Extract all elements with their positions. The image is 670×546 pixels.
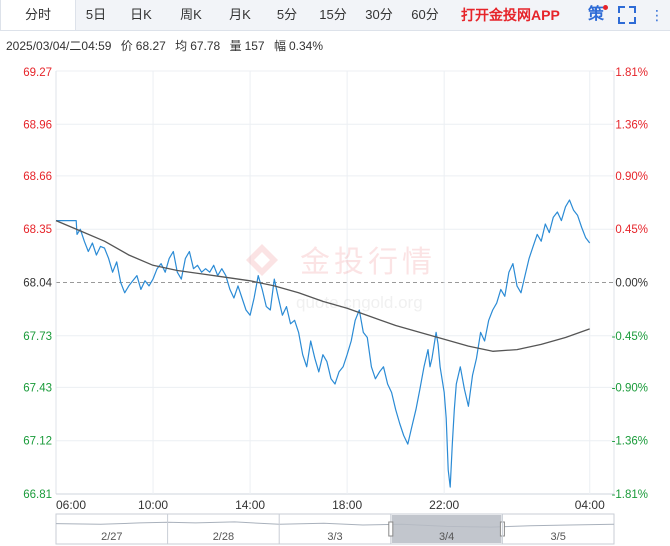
x-tick-label: 04:00 — [575, 498, 605, 512]
x-tick-label: 14:00 — [235, 498, 265, 512]
x-axis: 06:00 10:00 14:00 18:00 22:00 04:00 — [56, 498, 605, 512]
y-tick-price-label: 67.43 — [23, 382, 52, 394]
navigator-mini-trend — [55, 521, 615, 528]
tab-60-min[interactable]: 60分 — [411, 7, 439, 22]
x-tick-label: 18:00 — [332, 498, 362, 512]
strategy-button[interactable]: 策 — [588, 0, 609, 30]
x-tick-label: 22:00 — [429, 498, 459, 512]
y-tick-price-label: 68.96 — [23, 119, 52, 131]
y-tick-percent-label: -0.90% — [612, 382, 648, 394]
watermark-logo-icon — [246, 244, 278, 276]
info-price-label: 价 — [120, 39, 133, 53]
watermark-text: 金投行情 — [300, 245, 436, 280]
info-volume: 157 — [244, 39, 265, 53]
x-tick-label: 06:00 — [56, 498, 86, 512]
info-amplitude: 0.34% — [288, 39, 323, 53]
y-tick-percent-label: 0.90% — [615, 171, 648, 183]
navigator-track — [55, 513, 615, 545]
tab-5-min[interactable]: 5分 — [276, 7, 298, 22]
navigator-date-label: 3/3 — [327, 531, 342, 543]
info-avg-label: 均 — [175, 39, 188, 53]
navigator-handle-left — [388, 521, 394, 537]
y-tick-percent-label: 0.00% — [615, 278, 648, 290]
watermark-url: quote.cngold.org — [296, 293, 423, 312]
y-tick-price-label: 68.04 — [23, 278, 52, 290]
tab-30-min[interactable]: 30分 — [365, 7, 393, 22]
y-tick-percent-label: 1.81% — [615, 67, 648, 79]
info-price: 68.27 — [135, 39, 166, 53]
navigator-selected-window — [391, 515, 502, 543]
y-axis-percent-labels: 1.81% 1.36% 0.90% 0.45% 0.00% -0.45% -0.90% -1.… — [612, 67, 648, 501]
price-line — [56, 199, 591, 488]
tab-15-min[interactable]: 15分 — [319, 7, 347, 22]
y-tick-price-label: 68.66 — [23, 171, 52, 183]
y-tick-percent-label: -1.36% — [612, 436, 648, 448]
navigator-date-label: 2/27 — [101, 531, 122, 543]
navigator-date-label: 2/28 — [213, 531, 234, 543]
info-amplitude-label: 幅 — [273, 39, 286, 53]
tab-5-day[interactable]: 5日 — [85, 7, 107, 22]
y-tick-price-label: 66.81 — [23, 489, 52, 501]
period-tab-bar: 分时 5日 日K 周K 月K 5分 15分 30分 60分 — [0, 0, 670, 31]
chart-grid — [55, 70, 615, 495]
quote-info-bar: 2025/03/04/二04:59 价 68.27 均 67.78 量 157 幅 0.… — [6, 37, 329, 54]
y-tick-percent-label: -1.81% — [612, 489, 648, 501]
info-avg: 67.78 — [190, 39, 221, 53]
navigator-date-label: 3/5 — [551, 531, 566, 543]
strategy-label: 策 — [588, 6, 605, 23]
watermark: 金投行情 quote.cngold.org — [246, 244, 436, 312]
info-datetime: 2025/03/04/二04:59 — [6, 39, 112, 53]
fullscreen-icon[interactable] — [618, 6, 636, 24]
tab-monthly-k[interactable]: 月K — [229, 7, 251, 22]
y-tick-price-label: 69.27 — [23, 67, 52, 79]
y-tick-price-label: 67.12 — [23, 436, 52, 448]
chart-series — [55, 199, 591, 488]
open-app-link[interactable]: 打开金投网APP — [461, 7, 560, 23]
x-tick-label: 10:00 — [138, 498, 168, 512]
tab-intraday[interactable]: 分时 — [0, 0, 76, 30]
info-volume-label: 量 — [229, 39, 242, 53]
tab-daily-k[interactable]: 日K — [130, 7, 152, 22]
y-tick-price-label: 67.73 — [23, 331, 52, 343]
intraday-chart[interactable]: 金投行情 quote.cngold.org 69.27 68.96 68.66 68.… — [0, 60, 670, 546]
more-options-icon[interactable]: ⋮ — [650, 7, 664, 23]
y-tick-percent-label: 0.45% — [615, 224, 648, 236]
y-tick-price-label: 68.35 — [23, 224, 52, 236]
navigator-date-label: 3/4 — [439, 531, 454, 543]
y-tick-percent-label: -0.45% — [612, 331, 648, 343]
tab-weekly-k[interactable]: 周K — [180, 7, 202, 22]
date-navigator: 2/27 2/28 3/3 3/4 3/5 — [55, 513, 615, 545]
notification-dot — [603, 5, 609, 10]
y-axis-price-labels: 69.27 68.96 68.66 68.35 68.04 67.73 67.43 67.12… — [23, 67, 52, 501]
average-price-line — [55, 220, 590, 352]
y-tick-percent-label: 1.36% — [615, 119, 648, 131]
